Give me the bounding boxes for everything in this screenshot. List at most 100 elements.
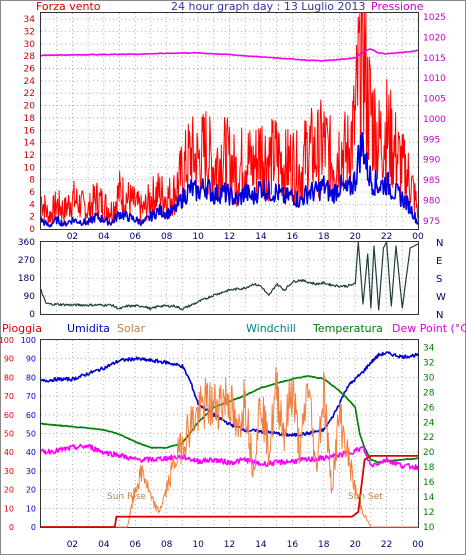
y-tick-label-humidity: 40 [26, 448, 36, 457]
x-tick-label-wind: 10 [192, 232, 204, 242]
y-tick-label-rain: 70 [4, 392, 14, 401]
x-tick-label-climate: 12 [224, 540, 235, 550]
y-tick-label-humidity: 30 [26, 467, 36, 476]
x-tick-label-wind: 02 [67, 232, 78, 242]
series-rain [41, 454, 418, 528]
y-tick-label-dewpoint: 14 [423, 493, 435, 503]
y-tick-label-humidity: 20 [26, 486, 36, 495]
y-tick-label-rain: 100 [0, 336, 14, 345]
y-tick-label-dewpoint: 12 [423, 508, 434, 518]
x-tick-label-wind: 04 [98, 232, 110, 242]
x-tick-label-wind: 08 [161, 232, 173, 242]
series-avg-wind [40, 132, 419, 228]
y-tick-label-wind: 22 [24, 89, 35, 99]
legend-temperature: Temperatura [312, 322, 383, 335]
legend-solar: Solar [117, 322, 146, 335]
x-tick-label-wind: 22 [381, 232, 392, 242]
y-tick-label-pressure: 985 [423, 176, 440, 186]
y-tick-label-wind: 18 [24, 114, 36, 124]
legend-dewpoint: Dew Point (°C) [392, 322, 466, 335]
y-tick-label-dewpoint: 24 [423, 418, 435, 428]
y-tick-label-humidity: 10 [26, 504, 36, 513]
y-tick-label-rain: 40 [4, 448, 14, 457]
y-tick-label-wind: 24 [24, 77, 36, 87]
x-tick-label-climate: 04 [98, 540, 110, 550]
legend-humidity: Umidita [67, 322, 110, 335]
y-tick-label-wind: 8 [29, 176, 35, 186]
direction-compass-label: W [436, 292, 446, 303]
y-tick-label-pressure: 980 [423, 196, 440, 206]
wind-axis-label: Forza vento [36, 0, 101, 13]
y-tick-label-dewpoint: 10 [423, 523, 435, 533]
sunrise-label: Sun Rise [107, 492, 146, 502]
y-tick-label-pressure: 1010 [423, 74, 446, 84]
direction-compass-label: E [436, 256, 442, 267]
y-tick-label-rain: 90 [4, 355, 14, 364]
series-pressure [41, 48, 419, 62]
y-tick-label-pressure: 1025 [423, 13, 446, 23]
y-tick-label-rain: 80 [4, 373, 14, 382]
y-tick-label-wind: 20 [24, 102, 36, 112]
x-tick-label-climate: 20 [349, 540, 361, 550]
y-tick-label-rain: 0 [9, 523, 14, 532]
legend-windchill: Windchill [246, 322, 296, 335]
series-dewpoint [40, 443, 419, 471]
series-direction [40, 241, 419, 311]
x-tick-label-wind: 20 [349, 232, 361, 242]
y-tick-label-humidity: 60 [26, 411, 36, 420]
x-tick-label-climate: 02 [67, 540, 78, 550]
y-tick-label-wind: 12 [24, 151, 35, 161]
graph-title: 24 hour graph day : 13 Luglio 2013 [171, 0, 366, 13]
y-tick-label-wind: 34 [24, 15, 36, 25]
y-tick-label-wind: 28 [24, 52, 36, 62]
series-humidity [40, 351, 419, 437]
y-tick-label-dewpoint: 32 [423, 358, 434, 368]
x-tick-label-climate: 10 [192, 540, 204, 550]
x-tick-label-wind: 00 [412, 232, 424, 242]
y-tick-label-pressure: 1000 [423, 115, 446, 125]
y-tick-label-pressure: 995 [423, 135, 440, 145]
y-tick-label-direction: 0 [29, 310, 35, 320]
x-tick-label-climate: 18 [318, 540, 330, 550]
pressure-axis-label: Pressione [371, 0, 424, 13]
legend-rain: Pioggia [2, 322, 42, 335]
x-tick-label-wind: 18 [318, 232, 330, 242]
y-tick-label-dewpoint: 20 [423, 448, 435, 458]
x-tick-label-climate: 16 [287, 540, 299, 550]
y-tick-label-rain: 50 [4, 430, 14, 439]
y-tick-label-wind: 32 [24, 28, 35, 38]
y-tick-label-pressure: 1005 [423, 95, 446, 105]
y-tick-label-rain: 20 [4, 486, 14, 495]
y-tick-label-humidity: 100 [21, 336, 36, 345]
series-gust [40, 12, 419, 226]
x-tick-label-climate: 08 [161, 540, 173, 550]
y-tick-label-direction: 180 [18, 274, 35, 284]
x-tick-label-climate: 14 [255, 540, 267, 550]
direction-compass-label: N [436, 238, 443, 249]
y-tick-label-dewpoint: 28 [423, 388, 435, 398]
y-tick-label-rain: 30 [4, 467, 14, 476]
y-tick-label-humidity: 0 [31, 523, 36, 532]
y-tick-label-humidity: 80 [26, 373, 36, 382]
y-tick-label-dewpoint: 18 [423, 463, 435, 473]
x-tick-label-climate: 22 [381, 540, 392, 550]
direction-compass-label: N [436, 310, 443, 321]
x-tick-label-wind: 06 [130, 232, 142, 242]
y-tick-label-direction: 90 [24, 292, 36, 302]
y-tick-label-pressure: 990 [423, 156, 440, 166]
y-tick-label-humidity: 90 [26, 355, 36, 364]
sunset-label: Sun Set [348, 492, 383, 502]
y-tick-label-direction: 360 [18, 238, 35, 248]
y-tick-label-humidity: 70 [26, 392, 36, 401]
data-series [40, 12, 419, 528]
y-tick-label-rain: 10 [4, 504, 14, 513]
y-tick-label-humidity: 50 [26, 430, 36, 439]
y-tick-label-direction: 270 [18, 256, 35, 266]
y-tick-label-pressure: 1020 [423, 33, 446, 43]
y-tick-label-dewpoint: 16 [423, 478, 435, 488]
y-tick-label-wind: 26 [24, 65, 36, 75]
y-tick-label-dewpoint: 26 [423, 403, 435, 413]
x-tick-label-climate: 00 [412, 540, 424, 550]
y-tick-label-wind: 0 [29, 225, 35, 235]
